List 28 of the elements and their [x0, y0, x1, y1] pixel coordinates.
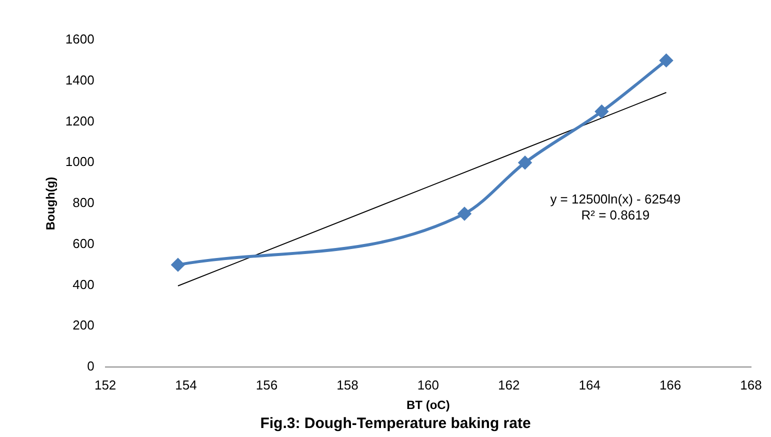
x-tick-label: 168 — [740, 377, 762, 392]
point — [595, 105, 608, 118]
point — [458, 207, 471, 220]
annotation: y = 12500ln(x) - 62549 — [550, 192, 681, 206]
text: Fig.3: Dough-Temperature baking rate — [260, 415, 531, 432]
y-tick-label: 1000 — [65, 154, 94, 170]
x-tick-label: 154 — [175, 377, 197, 392]
y-tick-label: 800 — [72, 195, 94, 210]
y-tick-label: 1200 — [65, 113, 94, 128]
point — [518, 156, 532, 170]
x-axis-title: BT (oC) — [406, 398, 450, 412]
y-axis-title: Bough(g) — [44, 176, 58, 230]
y-tick-label: 1600 — [65, 32, 94, 47]
point — [171, 258, 184, 272]
y-tick-label: 400 — [72, 276, 94, 292]
x-tick-label: 152 — [94, 377, 116, 392]
point — [660, 54, 673, 67]
x-tick-label: 164 — [578, 377, 600, 392]
x-tick-label: 160 — [417, 377, 440, 392]
y-tick-label: 1400 — [65, 72, 94, 88]
y-tick-label: 0 — [87, 358, 94, 374]
x-tick-label: 162 — [498, 377, 520, 392]
x-tick-label: 156 — [256, 377, 278, 392]
x-tick-label: 166 — [659, 377, 682, 392]
y-tick-label: 200 — [72, 318, 94, 333]
y-tick-label: 600 — [72, 236, 94, 251]
annotation: R² = 0.8619 — [581, 208, 650, 222]
x-tick-label: 158 — [336, 377, 358, 392]
